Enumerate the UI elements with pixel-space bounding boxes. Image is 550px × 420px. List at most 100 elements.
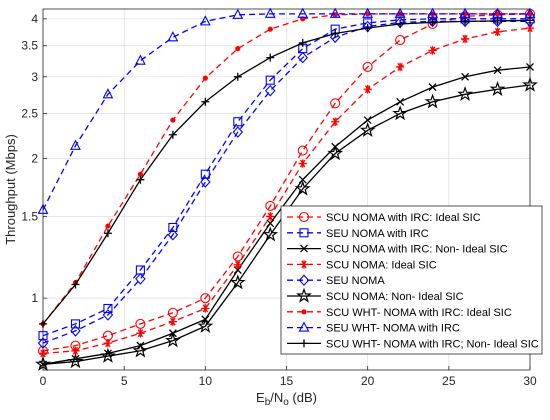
- data-point: [461, 17, 470, 26]
- data-point: [526, 63, 534, 71]
- data-point: [202, 75, 208, 81]
- data-point: [298, 175, 307, 184]
- series-line: [42, 27, 531, 355]
- y-tick-label: 2.5: [21, 107, 38, 121]
- legend-marker: [301, 309, 307, 315]
- data-point: [233, 260, 242, 269]
- y-tick-label: 1: [31, 291, 38, 305]
- data-point: [102, 309, 114, 321]
- legend-label: SEU NOMA with IRC: [326, 228, 429, 240]
- data-point: [201, 97, 210, 106]
- legend-item: SCU WHT- NOMA with IRC: Ideal SIC: [287, 307, 512, 319]
- data-point: [331, 29, 340, 38]
- legend-marker: [298, 321, 310, 332]
- data-point: [102, 88, 114, 99]
- data-point: [493, 16, 502, 25]
- legend-marker: [299, 260, 309, 269]
- data-point: [396, 19, 405, 28]
- series-9: [39, 16, 534, 328]
- legend-item: SCU NOMA: Ideal SIC: [287, 259, 437, 271]
- data-point: [331, 117, 340, 126]
- data-point: [135, 318, 146, 329]
- data-point: [330, 98, 341, 109]
- data-point: [327, 145, 344, 161]
- series-line: [42, 18, 530, 337]
- data-point: [526, 16, 534, 25]
- legend-label: SCU NOMA with IRC: Ideal SIC: [326, 212, 481, 224]
- data-point: [266, 219, 275, 228]
- data-point: [262, 226, 279, 242]
- legend: SCU NOMA with IRC: Ideal SIC SEU NOMA wit…: [280, 205, 543, 355]
- data-point: [197, 317, 214, 333]
- data-point: [233, 72, 242, 81]
- data-point: [134, 54, 146, 65]
- data-point: [35, 355, 51, 372]
- data-point: [493, 66, 502, 75]
- x-tick-label: 25: [442, 374, 456, 388]
- x-tick-label: 30: [523, 374, 537, 388]
- grid-lines: [42, 9, 531, 370]
- data-point: [39, 319, 47, 328]
- legend-marker: [299, 228, 309, 238]
- x-tick-label: 20: [361, 374, 375, 388]
- data-point: [460, 34, 470, 44]
- data-point: [137, 171, 143, 177]
- data-point: [365, 11, 371, 17]
- data-point: [525, 23, 535, 33]
- x-axis-ticks: 0 5 10 15 20 25 30: [40, 366, 537, 388]
- series-3: [39, 63, 534, 369]
- data-point: [103, 338, 113, 348]
- legend-label: SEU WHT- NOMA with IRC: [326, 323, 460, 335]
- data-point: [363, 24, 372, 33]
- x-axis-label: Eb/No (dB): [256, 390, 317, 408]
- data-point: [200, 176, 211, 188]
- legend-items: SCU NOMA with IRC: Ideal SIC SEU NOMA wit…: [287, 211, 539, 350]
- series-2: [38, 14, 535, 341]
- series-5: [37, 15, 536, 349]
- y-tick-label: 4: [31, 12, 38, 26]
- data-point: [394, 7, 406, 18]
- data-point: [164, 332, 181, 348]
- legend-item: SCU NOMA: Non- Ideal SIC: [287, 287, 464, 303]
- data-point: [167, 31, 179, 42]
- data-point: [229, 274, 246, 290]
- legend-label: SEU NOMA: [326, 275, 385, 287]
- data-point: [70, 325, 81, 337]
- x-axis-label-sub-o: o: [283, 397, 289, 408]
- legend-label: SCU WHT- NOMA with IRC: Ideal SIC: [326, 307, 512, 319]
- data-point: [264, 7, 276, 18]
- data-point: [428, 18, 437, 27]
- data-point: [132, 342, 149, 358]
- series-line: [42, 20, 530, 344]
- data-point: [235, 46, 241, 52]
- series-4: [38, 23, 535, 358]
- y-axis-ticks: 1 1.5 2 2.5 3 3.5 4: [21, 12, 47, 305]
- data-point: [298, 159, 307, 168]
- series-line: [42, 13, 531, 352]
- x-tick-label: 5: [121, 374, 128, 388]
- legend-item: SEU NOMA: [287, 274, 385, 287]
- data-point: [396, 97, 405, 106]
- data-point: [71, 280, 80, 289]
- data-point: [105, 223, 111, 229]
- data-point: [70, 319, 81, 329]
- legend-item: SEU WHT- NOMA with IRC: [287, 321, 460, 335]
- legend-marker: [296, 287, 312, 303]
- legend-item: SCU NOMA with IRC: Non- Ideal SIC: [287, 244, 508, 256]
- data-point: [135, 273, 146, 285]
- data-point: [37, 203, 49, 214]
- data-point: [265, 84, 276, 97]
- legend-item: SCU WHT- NOMA with IRC; Non- Ideal SIC: [287, 338, 539, 350]
- data-point: [168, 130, 177, 139]
- data-point: [100, 347, 116, 363]
- data-point: [232, 126, 244, 138]
- data-point: [395, 35, 406, 46]
- y-tick-label: 2: [31, 151, 38, 165]
- data-point: [265, 200, 276, 212]
- legend-item: SEU NOMA with IRC: [287, 228, 429, 240]
- data-point: [167, 228, 179, 241]
- data-point: [294, 180, 311, 196]
- legend-label: SCU NOMA with IRC: Non- Ideal SIC: [326, 244, 508, 256]
- data-point: [37, 337, 49, 349]
- data-point: [457, 85, 473, 102]
